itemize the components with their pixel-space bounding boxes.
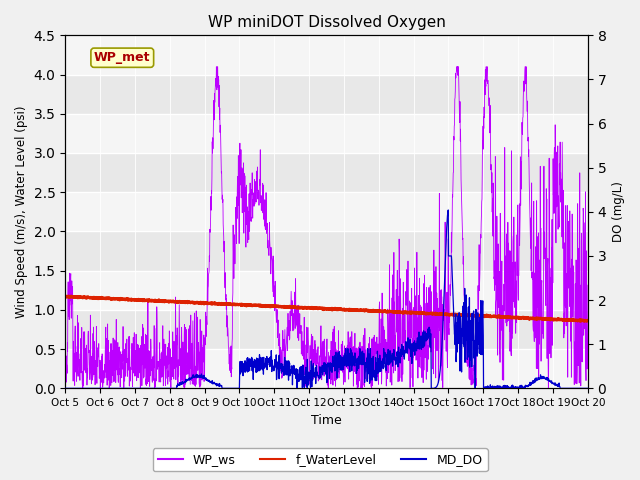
Title: WP miniDOT Dissolved Oxygen: WP miniDOT Dissolved Oxygen [207,15,445,30]
Text: WP_met: WP_met [94,51,150,64]
Bar [65,231,588,271]
Bar [65,74,588,114]
Bar [65,192,588,231]
Bar [65,153,588,192]
Bar [65,310,588,349]
Bar [65,349,588,388]
Bar [65,36,588,74]
Bar [65,271,588,310]
Bar [65,114,588,153]
Y-axis label: DO (mg/L): DO (mg/L) [612,181,625,242]
Legend: WP_ws, f_WaterLevel, MD_DO: WP_ws, f_WaterLevel, MD_DO [152,448,488,471]
Y-axis label: Wind Speed (m/s), Water Level (psi): Wind Speed (m/s), Water Level (psi) [15,106,28,318]
X-axis label: Time: Time [311,414,342,427]
